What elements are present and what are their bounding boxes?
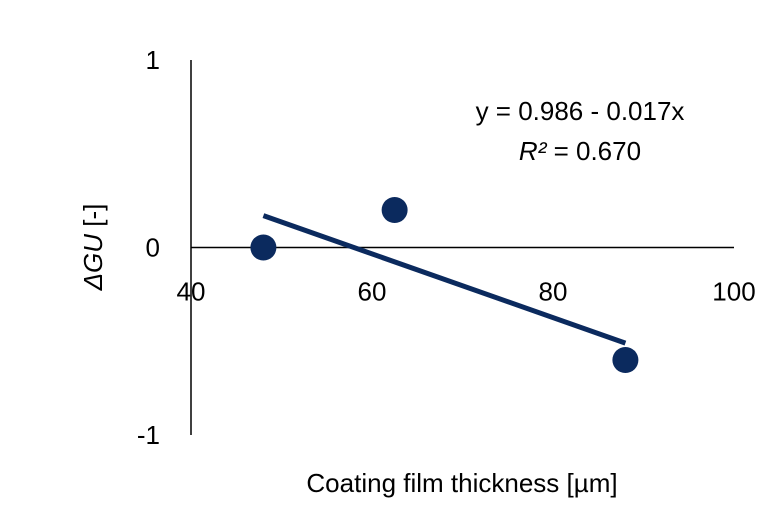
data-points	[250, 197, 639, 373]
x-tick-label-60: 60	[358, 277, 387, 307]
x-tick-label-100: 100	[712, 277, 755, 307]
data-point-1	[250, 234, 277, 261]
x-axis-title: Coating film thickness [µm]	[306, 468, 617, 498]
y-axis-title-symbol: ΔGU	[78, 234, 108, 292]
y-tick-label--1: -1	[137, 420, 160, 450]
trendline	[262, 213, 627, 346]
data-point-3	[612, 347, 639, 373]
data-point-2	[381, 197, 408, 223]
y-tick-labels: -1 0 1	[137, 45, 160, 450]
r-squared-value: = 0.670	[546, 136, 641, 166]
y-tick-label-0: 0	[146, 233, 160, 263]
y-axis-title-unit: [-]	[78, 204, 108, 234]
x-tick-label-40: 40	[177, 277, 206, 307]
y-tick-label-1: 1	[146, 45, 160, 75]
trendline-equation: y = 0.986 - 0.017x	[476, 96, 685, 126]
y-axis-title: ΔGU [-]	[78, 204, 108, 292]
x-tick-labels: 40 60 80 100	[177, 277, 756, 307]
r-squared-label: R² = 0.670	[519, 136, 641, 166]
r-squared-symbol: R²	[519, 136, 548, 166]
axes	[190, 60, 734, 435]
x-tick-label-80: 80	[539, 277, 568, 307]
